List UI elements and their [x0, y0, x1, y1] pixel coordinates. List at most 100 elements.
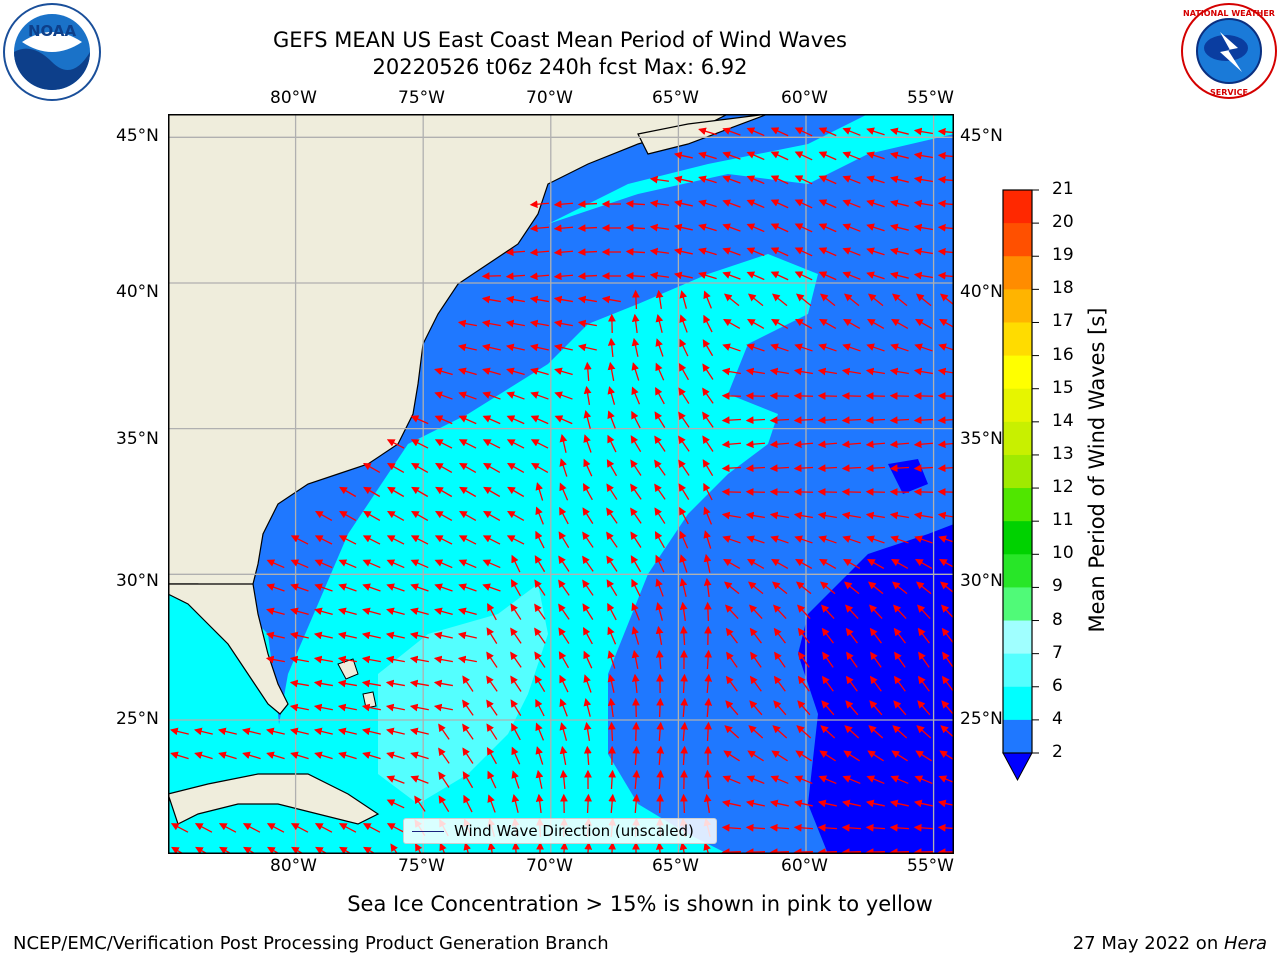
wind-wave-arrow	[841, 848, 862, 854]
wind-wave-arrow	[843, 750, 860, 762]
wind-wave-arrow	[290, 535, 309, 545]
wind-wave-arrow	[193, 727, 213, 736]
wind-wave-arrow	[866, 151, 885, 160]
wind-wave-arrow	[749, 700, 763, 716]
wind-wave-arrow	[606, 531, 618, 548]
wind-wave-arrow	[841, 488, 862, 496]
wind-wave-arrow	[679, 841, 688, 854]
wind-wave-arrow	[915, 558, 933, 569]
wind-wave-arrow	[361, 631, 381, 640]
wind-wave-arrow	[386, 823, 405, 833]
wind-wave-arrow	[385, 631, 405, 640]
wind-wave-arrow	[703, 577, 712, 598]
wind-wave-arrow	[534, 675, 546, 693]
wind-wave-arrow	[698, 271, 717, 280]
wind-wave-arrow	[577, 319, 597, 328]
colorbar-block	[1003, 289, 1032, 323]
wind-wave-arrow	[387, 510, 405, 521]
wind-wave-arrow	[842, 199, 861, 208]
wind-wave-arrow	[194, 751, 213, 760]
wind-wave-arrow	[458, 415, 477, 425]
wind-wave-arrow	[631, 313, 640, 334]
wind-wave-arrow	[795, 318, 813, 329]
wind-wave-arrow	[724, 604, 739, 620]
wind-wave-arrow	[680, 673, 689, 694]
wind-wave-arrow	[266, 607, 285, 616]
wind-wave-arrow	[577, 200, 598, 209]
wind-wave-arrow	[630, 507, 642, 524]
wind-wave-arrow	[913, 823, 934, 832]
wind-wave-arrow	[411, 510, 429, 521]
wind-wave-arrow	[703, 314, 713, 333]
wind-wave-arrow	[290, 607, 309, 616]
wind-wave-arrow	[721, 488, 742, 496]
wind-wave-arrow	[434, 367, 453, 376]
ocean-lt-2-band	[798, 524, 954, 854]
wind-wave-arrow	[219, 846, 233, 854]
wind-wave-arrow	[458, 439, 477, 449]
wind-wave-arrow	[625, 247, 646, 256]
wind-wave-arrow	[745, 464, 766, 473]
wind-wave-arrow	[559, 482, 569, 501]
wind-wave-arrow	[914, 775, 933, 785]
wind-wave-arrow	[362, 751, 381, 760]
wind-wave-arrow	[746, 127, 765, 137]
wind-wave-arrow	[913, 223, 933, 232]
colorbar-block	[1003, 355, 1032, 390]
wind-wave-arrow	[941, 675, 954, 692]
wind-wave-arrow	[817, 511, 837, 520]
wind-wave-arrow	[577, 224, 598, 233]
wind-wave-arrow	[482, 367, 501, 376]
wind-wave-arrow	[607, 602, 617, 621]
wind-wave-arrow	[703, 842, 711, 854]
colorbar-block	[1003, 223, 1032, 257]
wind-wave-arrow	[725, 627, 738, 644]
wind-wave-arrow	[584, 841, 593, 854]
wind-wave-arrow	[770, 199, 789, 209]
wind-wave-arrow	[673, 199, 693, 208]
wind-wave-arrow	[889, 848, 910, 854]
wind-wave-arrow	[793, 488, 814, 496]
wind-wave-arrow	[482, 391, 501, 400]
wind-wave-arrow	[794, 223, 813, 233]
wind-wave-arrow	[865, 799, 885, 808]
wind-wave-arrow	[553, 343, 573, 352]
wind-wave-arrow	[819, 750, 836, 762]
wind-wave-arrow	[385, 655, 405, 664]
wind-wave-arrow	[844, 581, 860, 595]
lat-label-right: 25°N	[960, 709, 1003, 729]
wind-wave-arrow	[535, 722, 545, 741]
wind-wave-arrow	[679, 530, 689, 549]
wind-wave-arrow	[649, 271, 670, 280]
wind-wave-arrow	[583, 698, 592, 717]
wind-wave-arrow	[553, 295, 573, 304]
wind-wave-arrow	[632, 745, 641, 766]
colorbar-tick-label: 11	[1052, 510, 1074, 531]
wind-wave-arrow	[820, 604, 835, 620]
wind-wave-arrow	[458, 367, 477, 376]
lon-label-bottom: 55°W	[907, 856, 954, 876]
wind-wave-arrow	[679, 338, 689, 357]
wind-wave-arrow	[534, 579, 546, 596]
wind-wave-arrow	[725, 675, 738, 692]
wind-wave-arrow	[435, 462, 453, 473]
wind-wave-arrow	[867, 558, 885, 569]
wind-wave-arrow	[722, 151, 741, 160]
chart-subtitle: 20220526 t06z 240h fcst Max: 6.92	[372, 55, 748, 79]
colorbar-tick-label: 18	[1052, 278, 1074, 299]
cuba	[168, 773, 380, 825]
wind-wave-arrow	[698, 223, 717, 232]
wind-wave-arrow	[535, 530, 545, 549]
wind-wave-arrow	[745, 799, 765, 808]
wind-wave-arrow	[702, 387, 714, 404]
footer-machine: Hera	[1223, 933, 1267, 954]
wind-wave-arrow	[290, 559, 309, 569]
wind-wave-arrow	[607, 361, 616, 381]
wind-wave-arrow	[338, 823, 357, 833]
wind-wave-arrow	[361, 727, 381, 736]
wind-wave-arrow	[410, 559, 429, 569]
wind-wave-arrow	[631, 362, 640, 381]
wind-wave-arrow	[913, 392, 934, 400]
wind-wave-arrow	[703, 553, 712, 573]
wind-wave-arrow	[893, 700, 907, 716]
